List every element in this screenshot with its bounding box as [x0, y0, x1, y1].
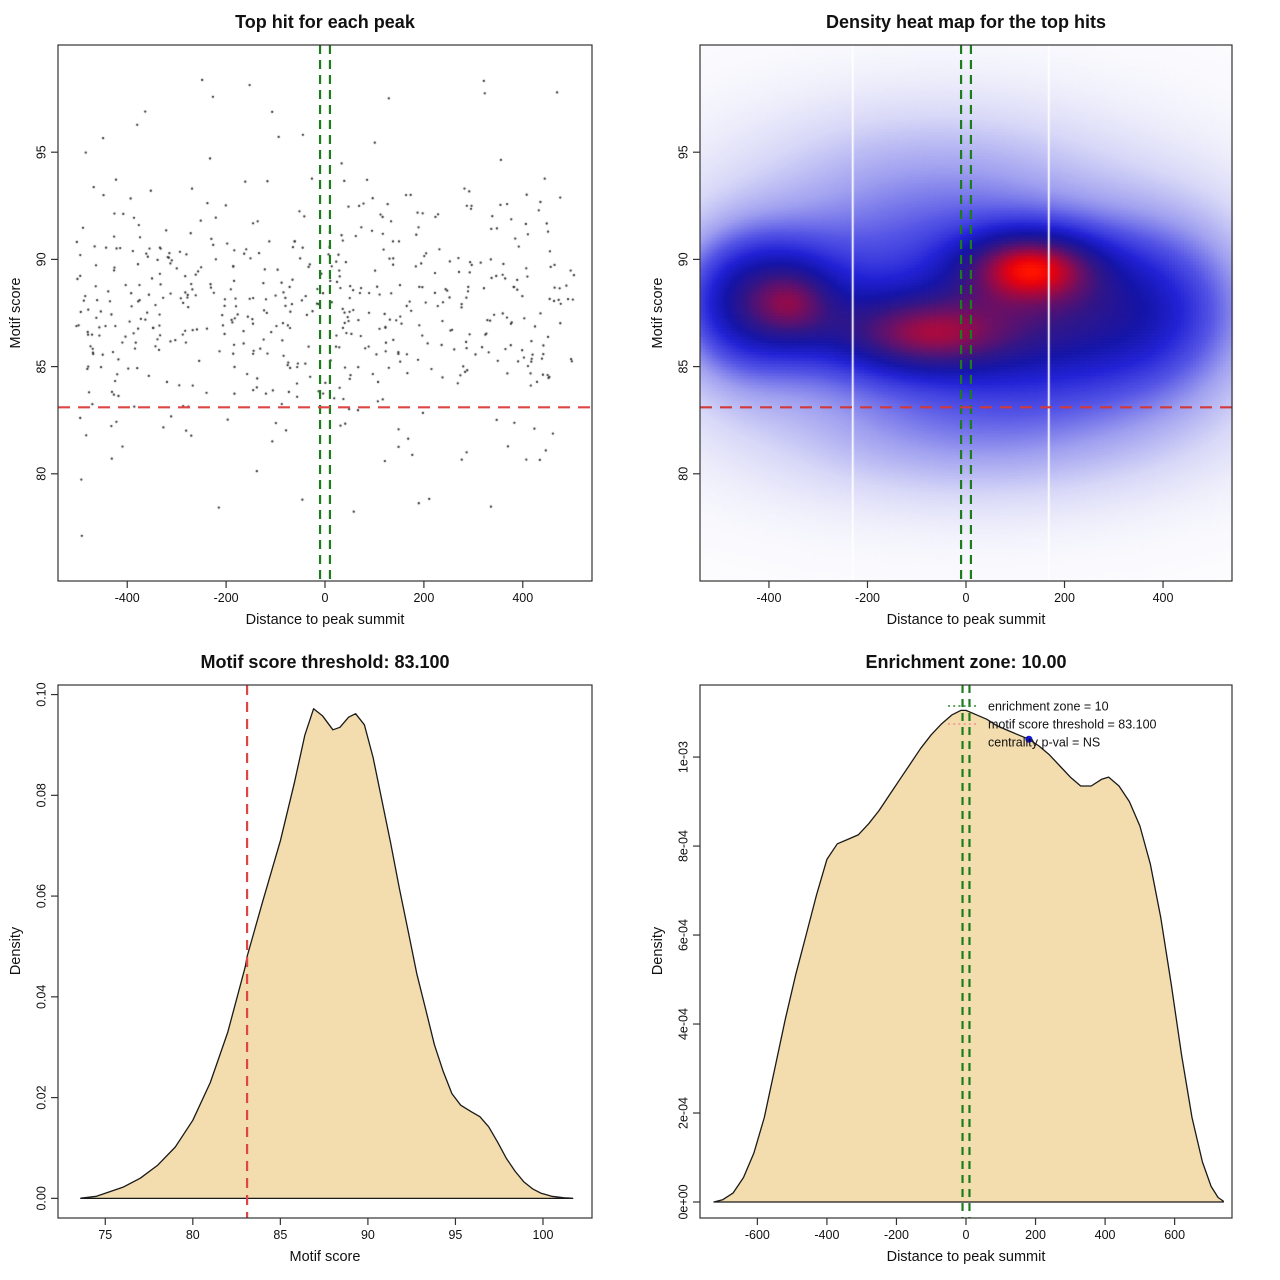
- x-tick-label: 200: [1025, 1228, 1046, 1242]
- x-tick-label: 75: [98, 1228, 112, 1242]
- heatmap-xaxis-label: Distance to peak summit: [886, 612, 1046, 628]
- y-tick-label: 90: [34, 252, 48, 266]
- x-tick-label: 0: [322, 591, 329, 605]
- y-tick-label: 0.00: [34, 1186, 48, 1210]
- x-tick-label: 100: [533, 1228, 554, 1242]
- plot-frame: [57, 684, 593, 1219]
- x-tick-label: 400: [1095, 1228, 1116, 1242]
- heatmap-title: Density heat map for the top hits: [825, 12, 1107, 32]
- score-density-plot: 75 80 85 90 95 100 0.00 0.02 0.04 0.06 0.08 0.10: [34, 682, 593, 1242]
- x-tick-label: 85: [273, 1228, 287, 1242]
- y-tick-label: 85: [676, 360, 690, 374]
- y-tick-label: 6e-04: [676, 919, 690, 951]
- x-tick-label: -600: [745, 1228, 770, 1242]
- heatmap-yaxis-label: Motif score: [650, 277, 666, 349]
- density-curve: [80, 708, 574, 1200]
- panel-distance-density: enrichment zone = 10 motif score threshol…: [640, 640, 1280, 1280]
- scatter-yaxis-label: Motif score: [8, 277, 24, 349]
- x-tick-label: 200: [1054, 591, 1075, 605]
- legend-item-label: motif score threshold = 83.100: [988, 717, 1157, 731]
- score-density-xaxis-label: Motif score: [289, 1249, 361, 1265]
- y-tick-label: 80: [34, 467, 48, 481]
- x-tick-label: -400: [115, 591, 140, 605]
- panel-motif-score-density: 75 80 85 90 95 100 0.00 0.02 0.04 0.06 0.08 0.10: [0, 640, 640, 1280]
- x-tick-label: 80: [186, 1228, 200, 1242]
- y-tick-label: 8e-04: [676, 830, 690, 862]
- y-tick-label: 0.02: [34, 1085, 48, 1109]
- y-tick-label: 90: [676, 252, 690, 266]
- score-density-title: Motif score threshold: 83.100: [200, 652, 450, 672]
- y-tick-label: 95: [34, 145, 48, 159]
- y-tick-label: 95: [676, 145, 690, 159]
- x-tick-label: -200: [884, 1228, 909, 1242]
- y-tick-label: 80: [676, 467, 690, 481]
- y-tick-label: 1e-03: [676, 741, 690, 773]
- y-tick-label: 0.10: [34, 682, 48, 706]
- distance-density-xaxis-label: Distance to peak summit: [886, 1249, 1046, 1265]
- heatmap-axes-overlay: -400 -200 0 200 400 80 85 90 95: [676, 44, 1233, 605]
- y-tick-label: 85: [34, 360, 48, 374]
- scatter-title: Top hit for each peak: [235, 12, 415, 32]
- x-tick-label: 90: [361, 1228, 375, 1242]
- x-tick-label: -200: [855, 591, 880, 605]
- plot-frame: [699, 44, 1233, 582]
- x-tick-label: 600: [1164, 1228, 1185, 1242]
- y-tick-label: 0.06: [34, 884, 48, 908]
- plot-frame: [57, 44, 593, 582]
- y-tick-label: 4e-04: [676, 1008, 690, 1040]
- y-tick-label: 2e-04: [676, 1097, 690, 1129]
- y-tick-label: 0e+00: [676, 1184, 690, 1219]
- y-tick-label: 0.08: [34, 783, 48, 807]
- distance-density-title: Enrichment zone: 10.00: [865, 652, 1067, 672]
- scatter-axes-overlay: -400 -200 0 200 400 80 85 90 95: [34, 44, 593, 605]
- legend-item-label: enrichment zone = 10: [988, 699, 1109, 713]
- x-tick-label: 0: [963, 591, 970, 605]
- score-density-yaxis-label: Density: [8, 926, 24, 976]
- x-tick-label: 400: [1153, 591, 1174, 605]
- scatter-xaxis-label: Distance to peak summit: [245, 612, 405, 628]
- x-tick-label: 95: [448, 1228, 462, 1242]
- x-tick-label: -200: [214, 591, 239, 605]
- panel-top-hit-scatter: -400 -200 0 200 400 80 85 90 95: [0, 0, 640, 640]
- distance-density-yaxis-label: Density: [650, 926, 666, 976]
- x-tick-label: 200: [413, 591, 434, 605]
- y-tick-label: 0.04: [34, 985, 48, 1009]
- x-tick-label: 400: [512, 591, 533, 605]
- distance-density-plot: enrichment zone = 10 motif score threshol…: [676, 684, 1233, 1242]
- x-tick-label: -400: [814, 1228, 839, 1242]
- x-tick-label: 0: [963, 1228, 970, 1242]
- legend-item-label: centrality p-val = NS: [988, 735, 1100, 749]
- x-tick-label: -400: [756, 591, 781, 605]
- centrality-marker-dot: [1025, 735, 1033, 743]
- panel-density-heatmap: -400 -200 0 200 400 80 85 90 95: [640, 0, 1280, 640]
